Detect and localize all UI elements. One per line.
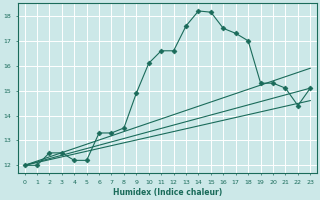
X-axis label: Humidex (Indice chaleur): Humidex (Indice chaleur): [113, 188, 222, 197]
